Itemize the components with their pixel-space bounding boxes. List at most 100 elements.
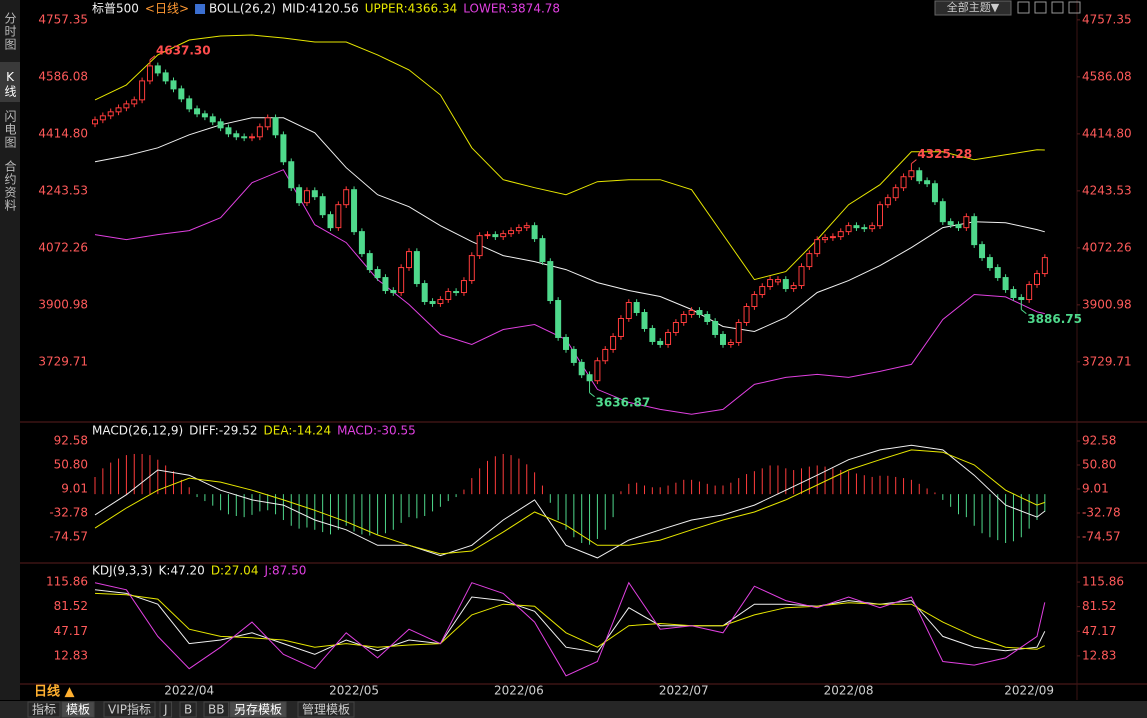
candle-body bbox=[429, 301, 436, 305]
sidebar-tab[interactable]: 闪电图 bbox=[3, 109, 17, 149]
legend-entry: <日线> bbox=[145, 2, 189, 16]
y-tick-label: -32.78 bbox=[49, 506, 88, 520]
y-tick-label: 9.01 bbox=[61, 481, 88, 495]
extreme-label: 4637.30 bbox=[156, 43, 211, 57]
x-tick-label: 2022/07 bbox=[659, 684, 709, 698]
tab-bg[interactable] bbox=[27, 701, 61, 718]
period-button[interactable]: 日线 ▲ bbox=[34, 684, 75, 700]
tab-bg[interactable] bbox=[203, 701, 229, 718]
candle-body bbox=[99, 115, 106, 121]
y-tick-label: 4586.08 bbox=[38, 69, 88, 83]
candle-body bbox=[390, 290, 397, 294]
candle-body bbox=[421, 283, 428, 303]
tab[interactable]: 管理模板 bbox=[302, 702, 350, 717]
y-tick-label: 3900.98 bbox=[38, 297, 88, 311]
candle-body bbox=[413, 251, 420, 285]
candle-body bbox=[303, 190, 310, 204]
candle-body bbox=[272, 117, 279, 136]
candle-body bbox=[233, 133, 240, 138]
candle-body bbox=[837, 231, 844, 238]
candle-body bbox=[186, 98, 193, 110]
candle-body bbox=[476, 235, 483, 257]
candle-body bbox=[280, 134, 287, 163]
candle-body bbox=[704, 314, 711, 322]
extreme-label: 3636.87 bbox=[596, 395, 651, 409]
candle-body bbox=[201, 113, 208, 118]
tab[interactable]: B bbox=[184, 703, 192, 717]
tab[interactable]: J bbox=[163, 703, 168, 717]
candle-body bbox=[782, 279, 789, 290]
candle-body bbox=[892, 187, 899, 199]
candle-body bbox=[751, 294, 758, 308]
candle-body bbox=[979, 244, 986, 259]
candle-body bbox=[735, 321, 742, 343]
candle-body bbox=[460, 280, 467, 294]
tab[interactable]: 另存模板 bbox=[234, 703, 282, 717]
candle-body bbox=[657, 340, 664, 345]
y-tick-label-right: 3900.98 bbox=[1082, 297, 1132, 311]
tab-bar bbox=[0, 701, 1147, 718]
candle-body bbox=[194, 108, 201, 115]
tab-bg[interactable] bbox=[159, 701, 173, 718]
candle-body bbox=[484, 234, 491, 237]
indicator-line bbox=[94, 34, 1045, 281]
candle-body bbox=[264, 117, 271, 128]
y-tick-label-right: 4757.35 bbox=[1082, 12, 1132, 26]
tab-bg[interactable] bbox=[297, 701, 355, 718]
y-tick-label-right: -74.57 bbox=[1082, 530, 1121, 544]
legend-entry: 标普500 bbox=[92, 2, 139, 16]
y-tick-label-right: 115.86 bbox=[1082, 575, 1124, 589]
icon[interactable] bbox=[1017, 1, 1030, 14]
candle-body bbox=[877, 204, 883, 227]
candle-body bbox=[515, 227, 522, 232]
candle-body bbox=[570, 348, 577, 363]
candle-body bbox=[908, 170, 915, 178]
candle-body bbox=[696, 310, 703, 316]
legend-entry: D:27.04 bbox=[211, 564, 259, 578]
candle-body bbox=[1041, 257, 1048, 275]
theme-button[interactable] bbox=[934, 0, 1012, 16]
boll-icon bbox=[195, 4, 206, 14]
y-tick-label: 12.83 bbox=[54, 648, 88, 662]
extreme-pointer bbox=[911, 159, 917, 165]
candle-body bbox=[829, 236, 836, 239]
indicator-line bbox=[94, 592, 1046, 650]
sidebar-tab[interactable]: 分时图 bbox=[3, 11, 17, 51]
candle-body bbox=[256, 126, 263, 138]
candle-body bbox=[382, 277, 389, 292]
indicator-line bbox=[94, 581, 1046, 677]
icon[interactable] bbox=[1034, 1, 1047, 14]
legend-entry: MACD(26,12,9) bbox=[92, 424, 183, 438]
sidebar-tab[interactable]: 合约资料 bbox=[3, 160, 17, 212]
extreme-pointer bbox=[1020, 309, 1027, 314]
candle-body bbox=[1018, 297, 1025, 301]
tab[interactable]: 指标 bbox=[32, 702, 56, 717]
candle-body bbox=[743, 306, 750, 323]
y-tick-label: -74.57 bbox=[49, 530, 88, 544]
tab[interactable]: 模板 bbox=[66, 703, 90, 717]
theme-button-label[interactable]: 全部主题▼ bbox=[947, 0, 1000, 14]
tab-bg[interactable] bbox=[103, 701, 156, 718]
y-tick-label-right: 12.83 bbox=[1082, 648, 1116, 662]
tab[interactable]: VIP指标 bbox=[108, 702, 151, 717]
candle-body bbox=[343, 189, 350, 206]
tab-bg[interactable] bbox=[61, 701, 95, 718]
sidebar-tab[interactable]: K线图 bbox=[3, 70, 17, 98]
sidebar-bg bbox=[0, 0, 20, 700]
candle-body bbox=[602, 348, 609, 362]
candle-body bbox=[861, 227, 868, 230]
candle-body bbox=[617, 317, 624, 337]
candle-body bbox=[641, 312, 648, 329]
extreme-pointer bbox=[149, 55, 156, 61]
icon[interactable] bbox=[1051, 1, 1064, 14]
candle-body bbox=[680, 314, 687, 323]
tab[interactable]: BB bbox=[208, 703, 224, 717]
tab-bg[interactable] bbox=[179, 701, 197, 718]
candle-body bbox=[445, 291, 452, 301]
icon[interactable] bbox=[1068, 1, 1081, 14]
y-tick-label: 3729.71 bbox=[38, 354, 88, 368]
candle-body bbox=[351, 189, 358, 233]
legend-entry: LOWER:3874.78 bbox=[463, 2, 560, 16]
tab-bg[interactable] bbox=[229, 701, 287, 718]
candle-body bbox=[955, 224, 962, 229]
